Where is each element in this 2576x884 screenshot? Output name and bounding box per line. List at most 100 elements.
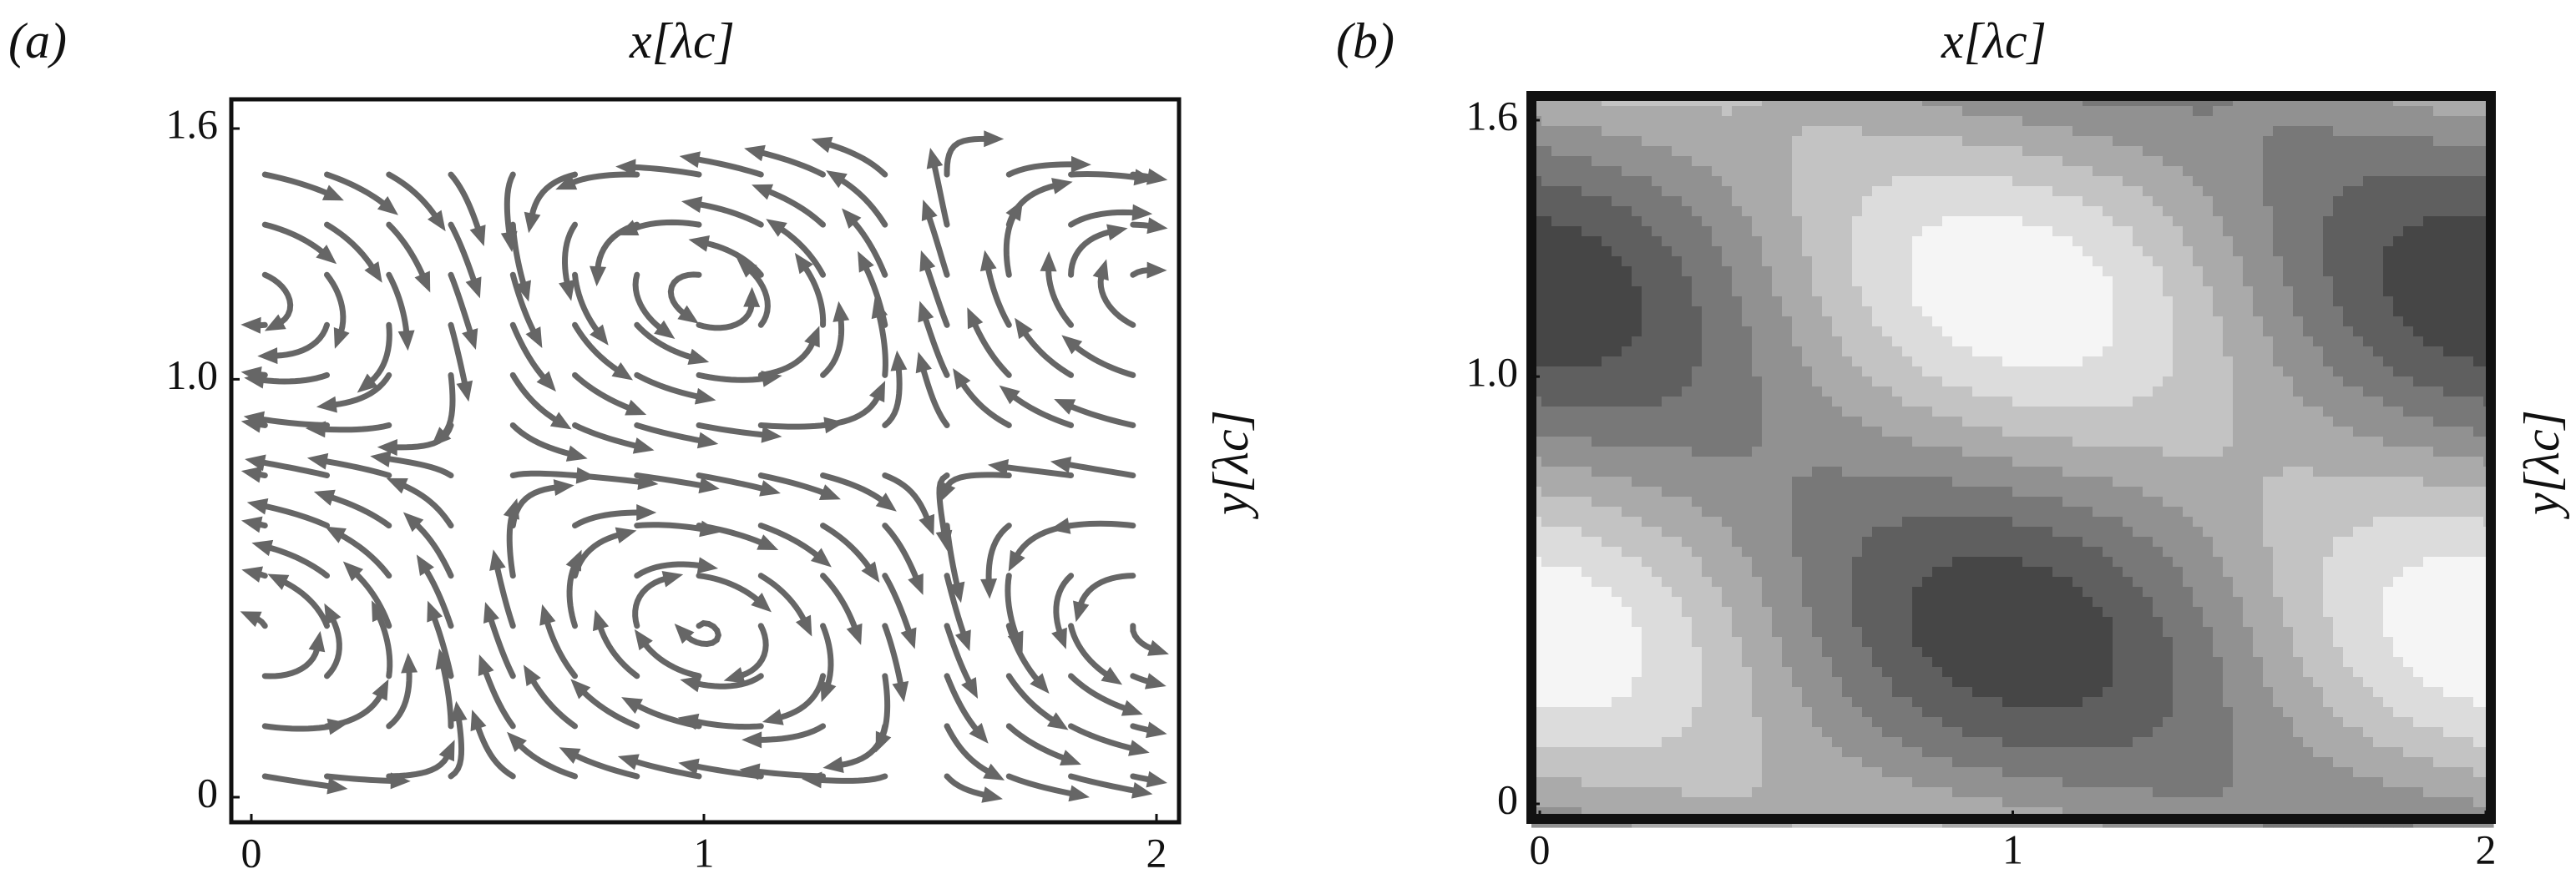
contour-cell (1612, 176, 1622, 187)
contour-cell (1902, 176, 1913, 187)
contour-cell (2373, 557, 2384, 568)
contour-cell (1942, 246, 1953, 257)
contour-cell (2313, 457, 2324, 467)
contour-cell (1902, 336, 1913, 347)
contour-cell (2263, 507, 2274, 518)
contour-cell (1992, 447, 2003, 457)
arrowhead (987, 459, 1010, 476)
contour-cell (2343, 567, 2354, 578)
contour-cell (1832, 537, 1843, 548)
contour-cell (2313, 286, 2324, 297)
contour-cell (1652, 266, 1663, 277)
contour-cell (2373, 497, 2384, 508)
contour-cell (1932, 326, 1943, 337)
contour-cell (2453, 136, 2464, 147)
contour-cell (1622, 497, 1632, 508)
contour-cell (2383, 437, 2394, 447)
contour-cell (2042, 366, 2053, 377)
contour-cell (1852, 206, 1863, 217)
contour-cell (1692, 166, 1703, 177)
streamline (696, 297, 755, 331)
contour-cell (1592, 467, 1602, 477)
contour-cell (2193, 336, 2204, 347)
contour-cell (2443, 447, 2454, 457)
contour-cell (1902, 557, 1913, 568)
contour-cell (2183, 256, 2194, 267)
contour-cell (1882, 216, 1893, 227)
contour-cell (1652, 427, 1663, 437)
contour-cell (1972, 567, 1983, 578)
contour-cell (2463, 376, 2474, 387)
contour-cell (2333, 487, 2344, 498)
contour-cell (2293, 266, 2304, 277)
arrowhead (1061, 335, 1083, 355)
contour-cell (2423, 467, 2434, 477)
contour-cell (1822, 136, 1833, 147)
contour-cell (1722, 326, 1733, 337)
contour-cell (2353, 166, 2364, 177)
streamline (772, 673, 827, 722)
contour-cell (2413, 447, 2424, 457)
contour-cell (2403, 276, 2414, 287)
contour-cell (1722, 437, 1733, 447)
contour-cell (1912, 116, 1923, 127)
arrowhead (246, 498, 269, 515)
contour-cell (1842, 216, 1853, 227)
contour-cell (1752, 176, 1763, 187)
contour-cell (1962, 346, 1973, 357)
contour-cell (1612, 397, 1622, 407)
contour-cell (1962, 276, 1973, 287)
contour-cell (1852, 397, 1863, 407)
contour-cell (1672, 326, 1683, 337)
contour-cell (2283, 527, 2294, 538)
contour-cell (2243, 306, 2254, 317)
contour-cell (1602, 186, 1612, 197)
contour-cell (1582, 547, 1592, 558)
contour-cell (2143, 246, 2153, 257)
contour-cell (2263, 306, 2274, 317)
contour-cell (2293, 216, 2304, 227)
contour-cell (2173, 507, 2184, 518)
streamline (634, 522, 711, 533)
contour-cell (2213, 417, 2224, 427)
arrowhead (908, 573, 924, 595)
contour-cell (2353, 296, 2364, 307)
contour-cell (2433, 116, 2444, 127)
contour-cell (1772, 386, 1783, 397)
contour-cell (2163, 286, 2174, 297)
arrowhead (397, 330, 415, 351)
contour-cell (1682, 417, 1693, 427)
contour-cell (1782, 407, 1793, 417)
streamline (820, 523, 875, 575)
streamline (255, 458, 331, 479)
contour-cell (1712, 316, 1723, 327)
contour-cell (2193, 346, 2204, 357)
contour-cell (2273, 326, 2284, 337)
contour-cell (1692, 316, 1703, 327)
contour-cell (2022, 386, 2033, 397)
contour-cell (2393, 487, 2404, 498)
streamline (438, 371, 456, 441)
contour-cell (2153, 366, 2164, 377)
contour-cell (2463, 447, 2474, 457)
contour-cell (2002, 206, 2013, 217)
contour-cell (1772, 517, 1783, 528)
contour-cell (2463, 507, 2474, 518)
contour-cell (1652, 386, 1663, 397)
contour-cell (2363, 507, 2374, 518)
streamline (316, 422, 392, 433)
streamline (882, 623, 905, 693)
contour-cell (1722, 146, 1733, 157)
contour-cell (2213, 276, 2224, 287)
contour-cell (1582, 497, 1592, 508)
contour-cell (1972, 256, 1983, 267)
contour-cell (2193, 276, 2204, 287)
contour-cell (1642, 497, 1652, 508)
contour-cell (1662, 507, 1673, 518)
contour-cell (2373, 186, 2384, 197)
contour-cell (2253, 356, 2264, 367)
contour-cell (2193, 196, 2204, 207)
arrowhead (305, 421, 326, 438)
contour-cell (2303, 457, 2314, 467)
contour-cell (1571, 236, 1582, 247)
